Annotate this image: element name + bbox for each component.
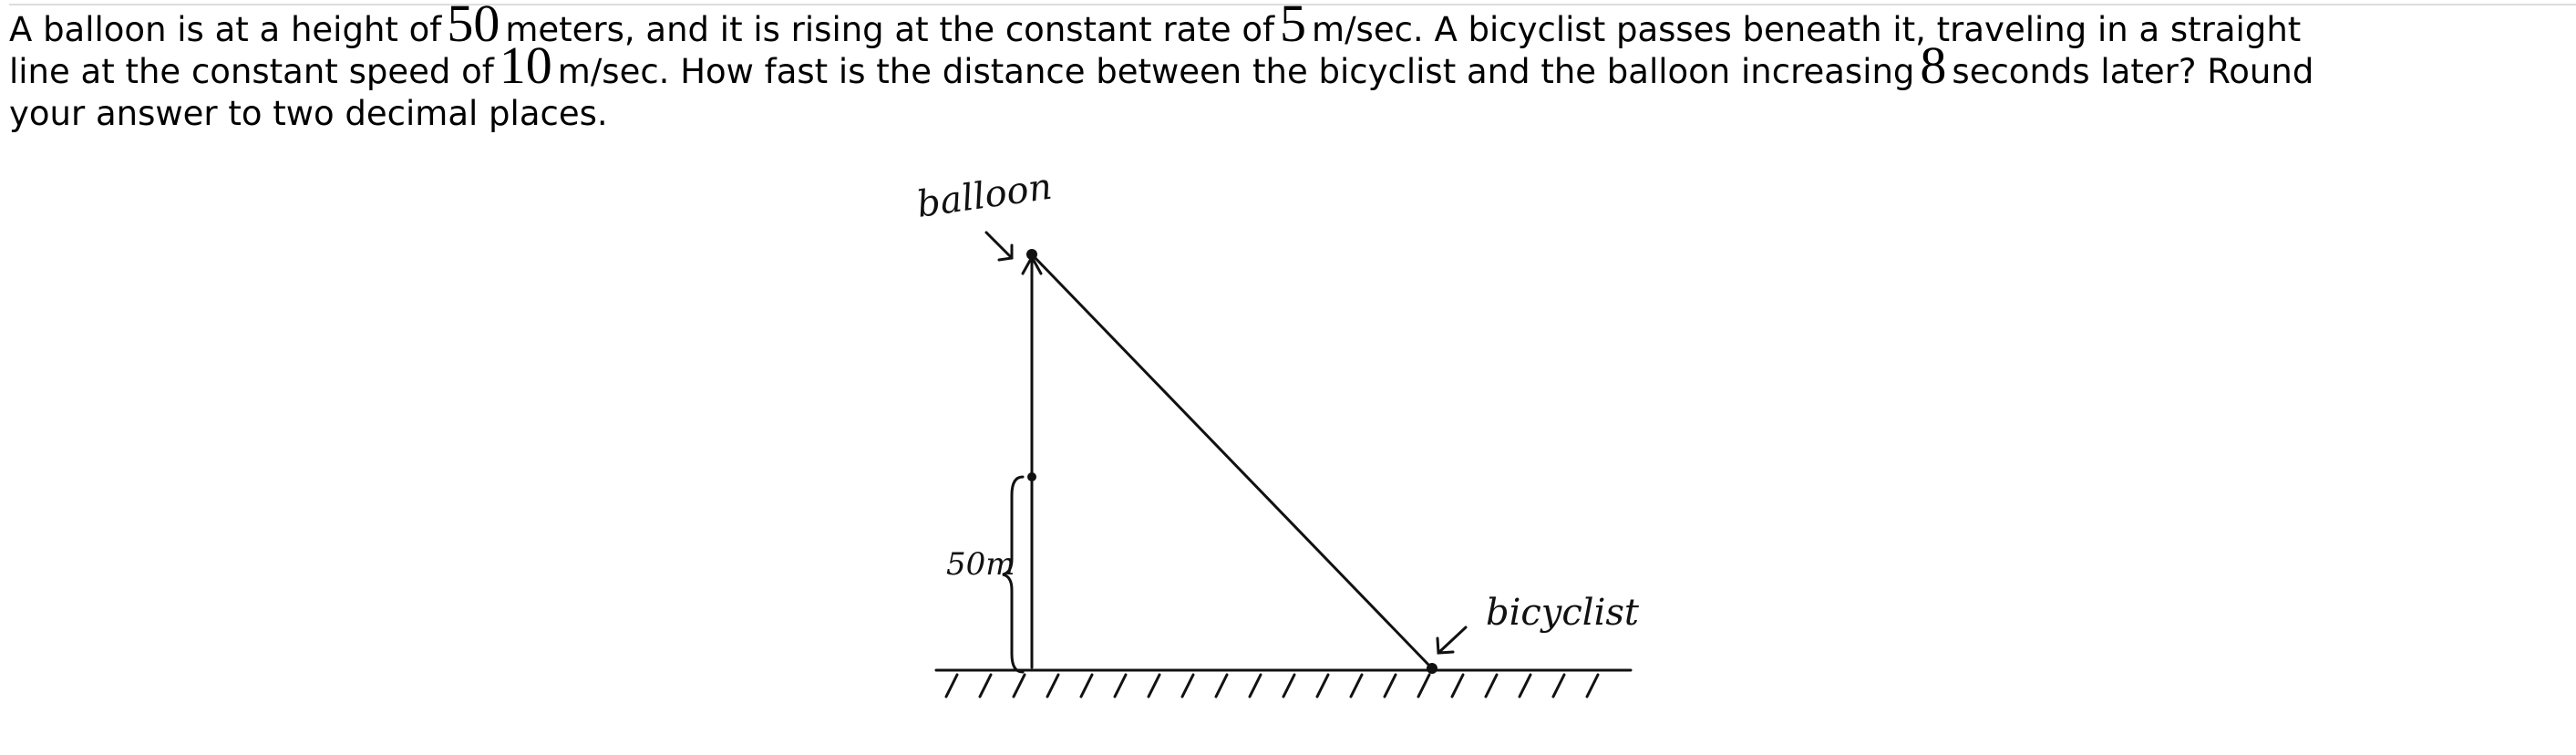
problem-text: A balloon is at a height of 50 meters, and…: [9, 0, 2576, 135]
text: m/sec. A bicyclist passes beneath it, tr…: [1312, 10, 2302, 49]
start-point: [1027, 472, 1036, 481]
balloon-point: [1026, 249, 1037, 260]
number: 50: [447, 0, 500, 53]
text: line at the constant speed of: [9, 52, 494, 91]
balloon-arrow: [984, 231, 1014, 262]
text: your answer to two decimal places.: [9, 94, 608, 133]
text: m/sec. How fast is the distance between …: [557, 52, 1915, 91]
bicyclist-point: [1427, 663, 1437, 674]
bicyclist-label: bicyclist: [1486, 592, 1640, 634]
number: 10: [499, 36, 552, 95]
number: 8: [1920, 36, 1947, 95]
height-label: 50m: [946, 546, 1015, 583]
ground-hatching: [944, 673, 1600, 698]
text: meters, and it is rising at the constant…: [505, 10, 1275, 49]
brace: [1002, 475, 1025, 674]
bicyclist-arrow: [1436, 626, 1468, 655]
number: 5: [1280, 0, 1307, 53]
text: seconds later? Round: [1952, 52, 2314, 91]
distance-line: [1030, 253, 1434, 670]
text: A balloon is at a height of: [9, 10, 442, 49]
balloon-label: balloon: [914, 166, 1055, 226]
